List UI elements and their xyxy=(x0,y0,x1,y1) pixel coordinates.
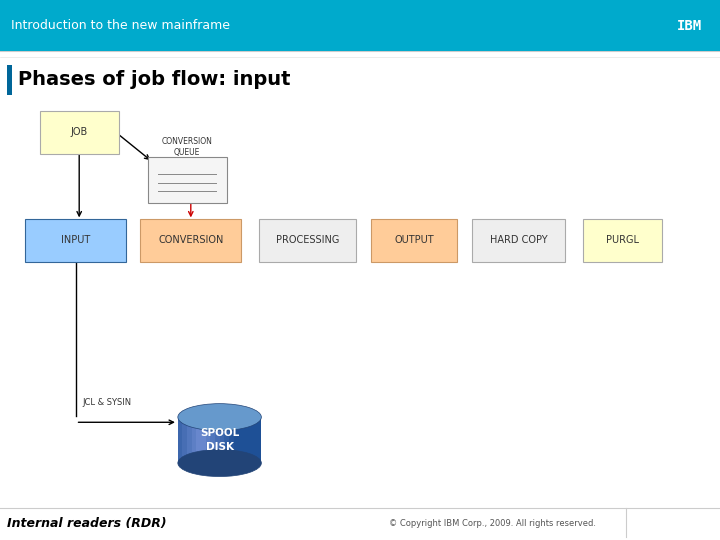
Bar xyxy=(243,417,248,463)
FancyBboxPatch shape xyxy=(25,219,126,262)
Bar xyxy=(229,417,233,463)
Bar xyxy=(206,417,210,463)
Bar xyxy=(224,417,229,463)
FancyBboxPatch shape xyxy=(148,157,227,202)
Bar xyxy=(257,417,261,463)
Bar xyxy=(178,417,182,463)
FancyBboxPatch shape xyxy=(0,0,720,51)
Bar xyxy=(178,417,261,463)
Text: Introduction to the new mainframe: Introduction to the new mainframe xyxy=(11,19,230,32)
Bar xyxy=(220,417,224,463)
Bar xyxy=(192,417,197,463)
Text: JCL & SYSIN: JCL & SYSIN xyxy=(83,398,132,407)
Ellipse shape xyxy=(178,403,261,431)
Text: PROCESSING: PROCESSING xyxy=(276,235,340,245)
Text: SPOOL
DISK: SPOOL DISK xyxy=(200,429,239,451)
Bar xyxy=(210,417,215,463)
Text: CONVERSION: CONVERSION xyxy=(158,235,223,245)
Text: Internal readers (RDR): Internal readers (RDR) xyxy=(7,517,167,530)
Bar xyxy=(252,417,257,463)
Text: CONVERSION
QUEUE: CONVERSION QUEUE xyxy=(162,137,212,157)
FancyBboxPatch shape xyxy=(583,219,662,262)
Bar xyxy=(197,417,201,463)
Bar xyxy=(187,417,192,463)
Bar xyxy=(233,417,238,463)
Text: Phases of job flow: input: Phases of job flow: input xyxy=(18,70,290,89)
FancyBboxPatch shape xyxy=(7,65,12,94)
FancyBboxPatch shape xyxy=(259,219,356,262)
Text: PURGL: PURGL xyxy=(606,235,639,245)
Text: OUTPUT: OUTPUT xyxy=(394,235,434,245)
Bar xyxy=(182,417,187,463)
FancyBboxPatch shape xyxy=(472,219,565,262)
Text: JOB: JOB xyxy=(71,127,88,137)
Text: INPUT: INPUT xyxy=(61,235,90,245)
Bar xyxy=(215,417,220,463)
Text: HARD COPY: HARD COPY xyxy=(490,235,547,245)
Text: © Copyright IBM Corp., 2009. All rights reserved.: © Copyright IBM Corp., 2009. All rights … xyxy=(389,519,596,528)
FancyBboxPatch shape xyxy=(371,219,457,262)
Text: IBM: IBM xyxy=(677,19,702,33)
FancyBboxPatch shape xyxy=(40,111,119,154)
FancyBboxPatch shape xyxy=(140,219,241,262)
Bar xyxy=(248,417,252,463)
Bar xyxy=(201,417,206,463)
Bar xyxy=(238,417,243,463)
Ellipse shape xyxy=(178,449,261,477)
